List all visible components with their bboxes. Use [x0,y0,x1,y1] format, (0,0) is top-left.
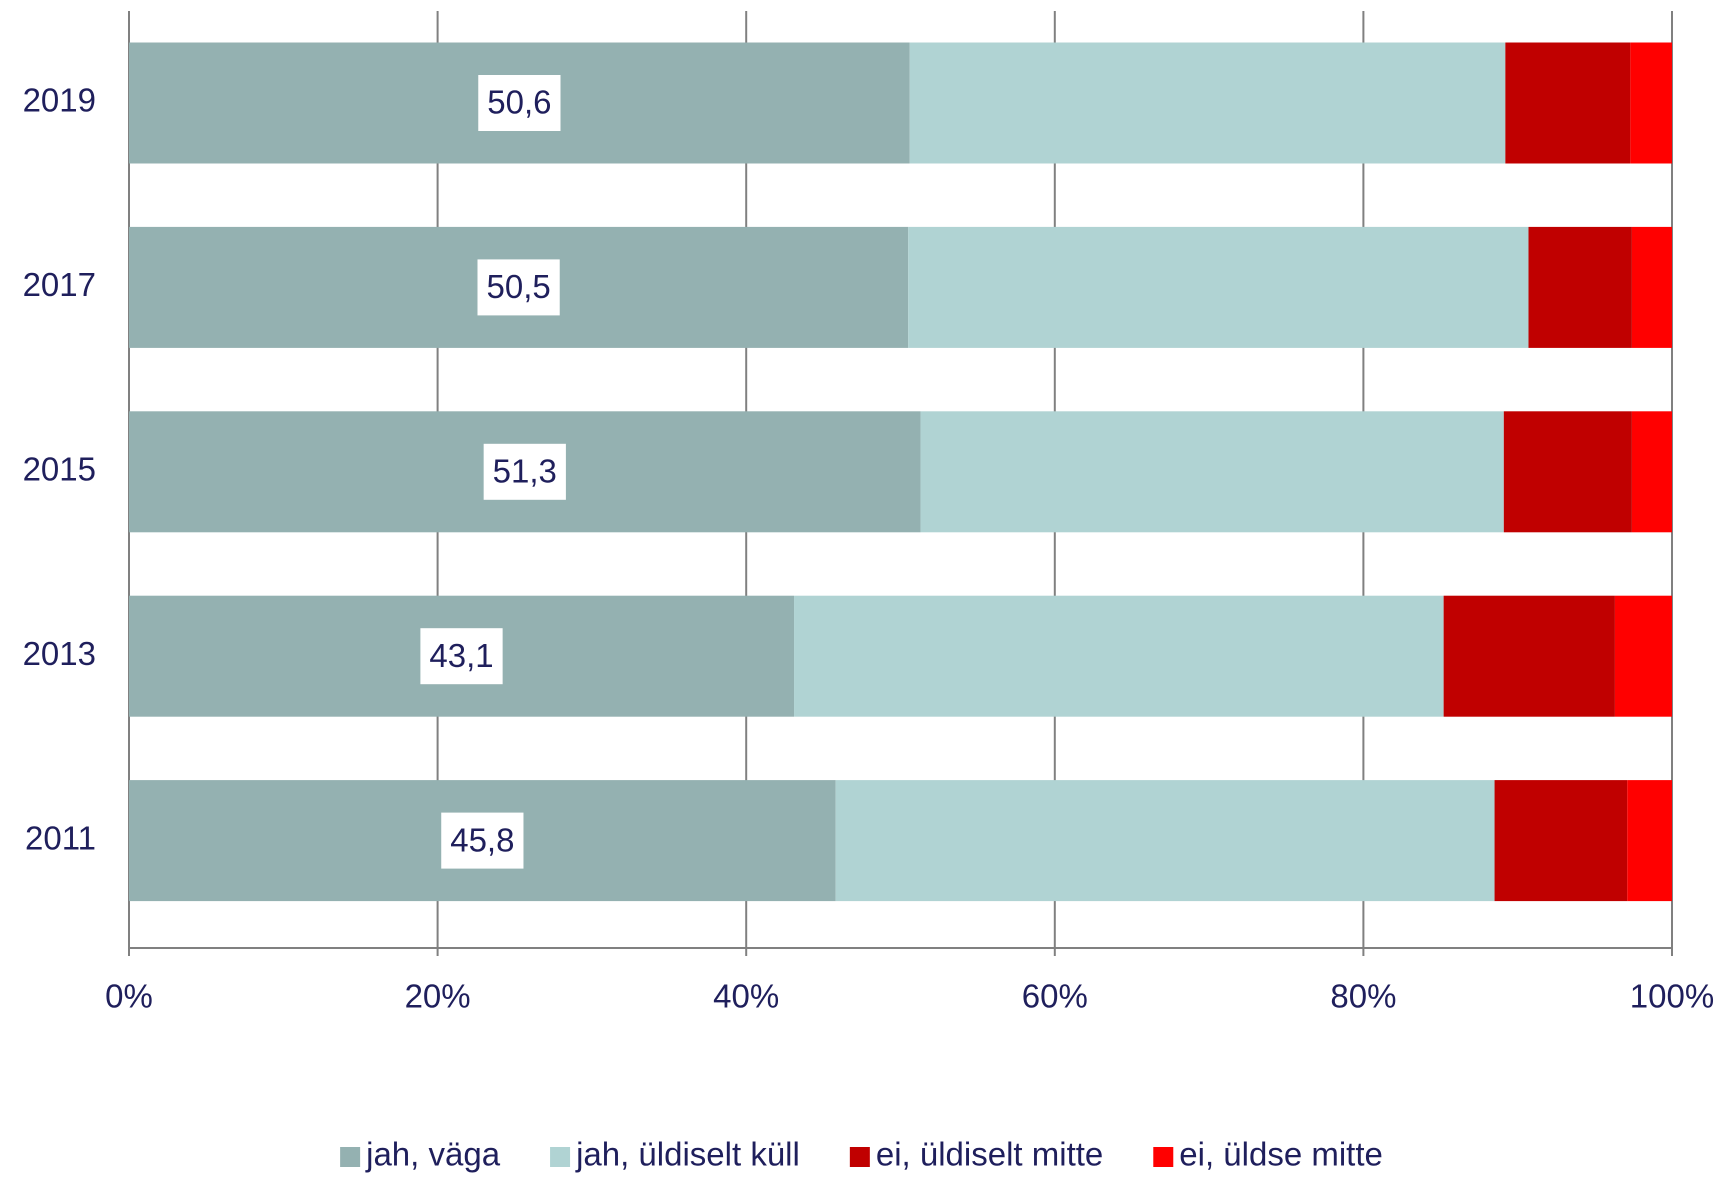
legend-swatch [849,1147,870,1167]
bar-segment [908,226,1529,348]
bar-segment [1631,226,1672,348]
legend-swatch [550,1147,571,1167]
x-tick-label: 60% [1022,978,1088,1015]
x-tick-label: 40% [713,978,779,1015]
bar-segment [1614,595,1672,717]
y-tick-label: 2013 [23,635,96,672]
legend-label: jah, väga [365,1136,501,1173]
y-tick-label: 2017 [23,266,96,303]
y-tick-label: 2011 [25,819,96,856]
data-label: 43,1 [429,637,493,674]
bar-segment [1505,42,1631,164]
legend-label: ei, üldiselt mitte [876,1136,1103,1173]
data-label-box [483,443,566,500]
legend-label: ei, üldse mitte [1179,1136,1383,1173]
data-label: 45,8 [450,821,514,858]
bar-segment [1503,411,1632,533]
x-tick-label: 20% [405,978,471,1015]
x-tick-label: 0% [105,978,153,1015]
legend-swatch [1153,1147,1174,1167]
data-label-box [478,75,561,131]
legend-label: jah, üldiselt küll [575,1136,800,1173]
data-label: 50,5 [486,268,550,305]
data-label-box [420,628,503,685]
bar-segment [1443,595,1615,717]
bar-segment [835,780,1495,902]
data-label: 51,3 [493,453,557,490]
legend-swatch [340,1147,361,1167]
data-label-box [441,812,524,869]
bar-segment [1528,226,1632,348]
y-tick-label: 2015 [23,451,96,488]
bar-segment [920,411,1504,533]
data-label: 50,6 [487,84,551,121]
bar-segment [794,595,1444,717]
x-tick-label: 80% [1330,978,1396,1015]
bar-segment [1630,42,1672,164]
bar-segment [1627,780,1672,902]
x-tick-label: 100% [1630,978,1714,1015]
data-label-box [477,259,560,316]
bar-segment [1631,411,1672,533]
y-tick-label: 2019 [23,82,96,119]
bar-segment [1494,780,1628,902]
bar-segment [909,42,1506,164]
